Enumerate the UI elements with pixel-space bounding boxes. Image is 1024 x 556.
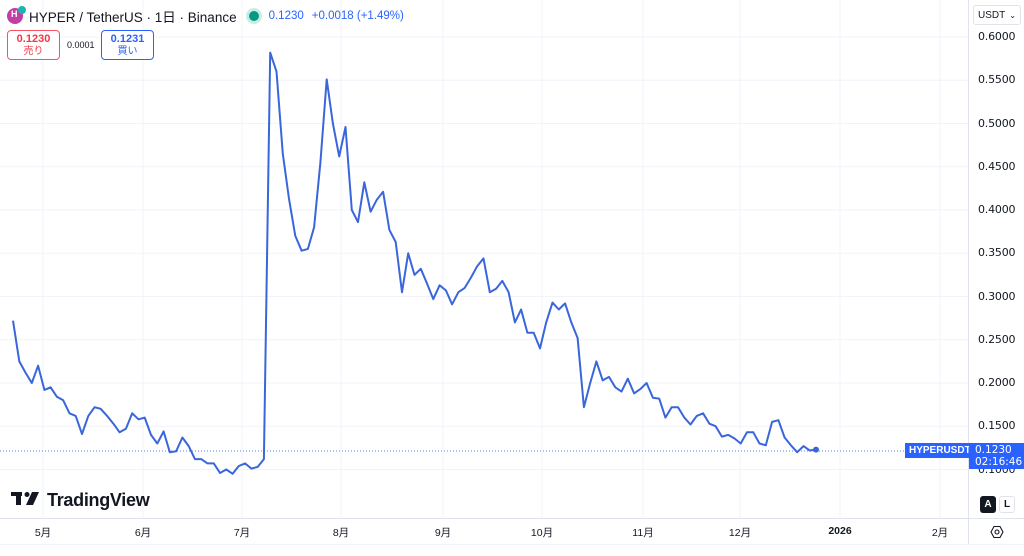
tradingview-logo[interactable]: TradingView <box>11 490 150 511</box>
tradingview-wordmark: TradingView <box>47 490 150 510</box>
currency-selector[interactable]: USDT ⌄ <box>973 5 1021 25</box>
sell-quote[interactable]: 0.1230 売り <box>7 30 60 60</box>
sell-price: 0.1230 <box>16 32 51 45</box>
time-axis[interactable]: 5月 6月 7月 8月 9月 10月 11月 12月 2026 2月 <box>0 518 968 544</box>
market-open-status-icon <box>248 11 259 21</box>
sell-label: 売り <box>23 45 44 57</box>
auto-scale-button[interactable]: A <box>980 496 996 513</box>
buy-button[interactable]: 0.1231 買い <box>101 30 154 60</box>
chart-pane[interactable]: H HYPER / TetherUS · 1日 · Binance 0.1230… <box>0 0 968 518</box>
price-tick: 0.2500 <box>978 333 1016 346</box>
last-price-tag: 0.1230 02:16:46 <box>969 443 1024 469</box>
time-tick: 7月 <box>233 527 251 539</box>
currency-label: USDT <box>978 9 1006 21</box>
time-tick: 2月 <box>931 527 949 539</box>
sell-button[interactable]: 0.1230 売り <box>7 30 60 60</box>
price-tick: 0.5500 <box>978 73 1016 86</box>
log-scale-button[interactable]: L <box>999 496 1015 513</box>
price-tick: 0.4500 <box>978 160 1016 173</box>
hyper-coin-icon: H <box>7 6 26 24</box>
bar-countdown: 02:16:46 <box>975 456 1023 468</box>
price-axis[interactable]: USDT ⌄ 0.6000 0.5500 0.5000 0.4500 0.400… <box>968 0 1024 518</box>
symbol-price-label: HYPERUSDT <box>905 443 975 458</box>
time-tick: 10月 <box>530 527 554 539</box>
price-tick: 0.5000 <box>978 117 1016 130</box>
buy-price: 0.1231 <box>110 32 145 45</box>
grid-lines <box>0 0 968 518</box>
time-tick: 8月 <box>332 527 350 539</box>
spread-value: 0.0001 <box>67 40 95 50</box>
price-tick: 0.4000 <box>978 203 1016 216</box>
symbol-legend: H HYPER / TetherUS · 1日 · Binance 0.1230… <box>7 6 404 26</box>
settings-hexagon-icon <box>989 525 1004 538</box>
time-tick: 9月 <box>434 527 452 539</box>
price-tick: 0.1500 <box>978 419 1016 432</box>
legend-change: +0.0018 (+1.49%) <box>311 10 404 22</box>
tradingview-mark-icon <box>11 491 41 511</box>
price-line-series <box>12 51 817 475</box>
symbol-title[interactable]: HYPER / TetherUS · 1日 · Binance <box>29 10 237 25</box>
time-tick: 5月 <box>34 527 52 539</box>
buy-quote[interactable]: 0.1231 買い <box>101 30 154 60</box>
chevron-down-icon: ⌄ <box>1009 10 1016 20</box>
chart-settings-button[interactable] <box>968 518 1024 544</box>
price-tick: 0.3500 <box>978 246 1016 259</box>
last-price-dot <box>813 446 819 453</box>
price-tick: 0.6000 <box>978 30 1016 43</box>
price-chart[interactable] <box>0 0 968 518</box>
last-price-value: 0.1230 <box>975 444 1012 456</box>
time-tick: 11月 <box>632 527 654 539</box>
bottom-toolbar <box>0 544 1024 556</box>
time-tick: 6月 <box>134 527 152 539</box>
time-tick-year: 2026 <box>828 525 852 537</box>
scale-buttons: A L <box>980 496 1015 513</box>
price-tick: 0.3000 <box>978 290 1016 303</box>
time-tick: 12月 <box>728 527 752 539</box>
buy-label: 買い <box>117 45 138 57</box>
price-tick: 0.2000 <box>978 376 1016 389</box>
legend-last-price: 0.1230 <box>268 10 304 22</box>
